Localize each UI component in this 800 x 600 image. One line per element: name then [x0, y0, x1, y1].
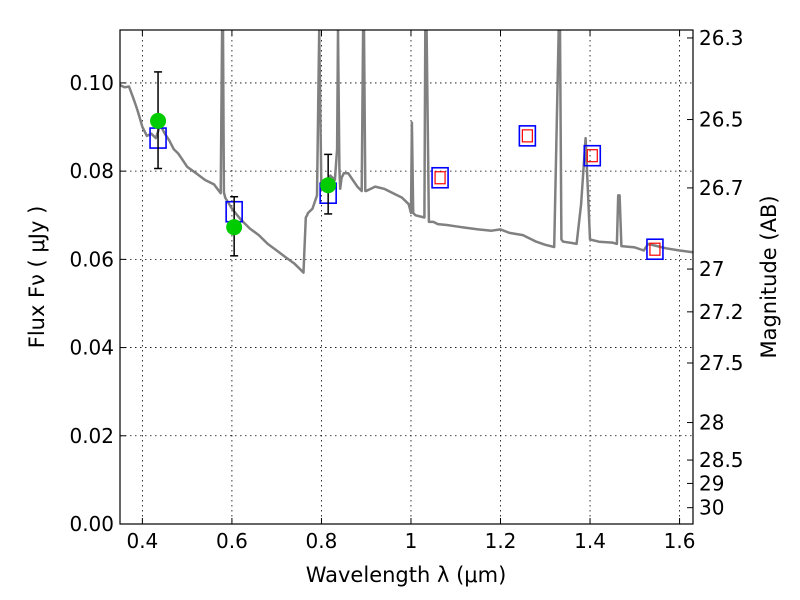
- y-tick-label: 0.06: [69, 247, 114, 271]
- right-tick-label: 26.3: [699, 26, 744, 50]
- x-tick-label: 0.8: [306, 529, 338, 553]
- inner-square-point: [649, 242, 661, 256]
- right-tick-label: 29: [699, 471, 724, 495]
- observed-point: [226, 219, 243, 236]
- x-tick-label: 1.4: [574, 529, 606, 553]
- x-tick-label: 1: [405, 529, 418, 553]
- y-tick-label: 0.00: [69, 512, 114, 536]
- x-tick-label: 0.6: [216, 529, 248, 553]
- y-tick-label: 0.04: [69, 336, 114, 360]
- model-square-point: [431, 166, 449, 189]
- right-tick-label: 26.5: [699, 108, 744, 132]
- plot-frame: [119, 29, 694, 525]
- x-axis-label: Wavelength λ (μm): [306, 563, 507, 587]
- observed-point: [150, 112, 167, 129]
- right-tick-label: 27.2: [699, 300, 744, 324]
- inner-square-point: [586, 149, 598, 163]
- y-tick-label: 0.10: [69, 71, 114, 95]
- x-tick-label: 1.6: [664, 529, 696, 553]
- model-spectrum-line: [120, 30, 693, 274]
- model-square-point: [518, 125, 537, 147]
- right-tick-label: 28.5: [699, 448, 744, 472]
- model-square-point: [646, 238, 664, 261]
- model-square-point: [583, 144, 602, 167]
- inner-square-point: [521, 129, 533, 143]
- observed-point: [320, 177, 337, 194]
- y-axis-label: Flux Fν ( μJy ): [25, 206, 49, 349]
- inner-square-point: [434, 171, 446, 185]
- axis-ticks: 0.4 0.6 0.8 1 1.2 1.4 1.6 0.00 0.02 0.04 0.06 0.08 0…: [69, 26, 743, 553]
- right-tick-label: 27: [699, 257, 724, 281]
- x-tick-label: 0.4: [126, 529, 158, 553]
- right-tick-label: 30: [699, 496, 724, 520]
- y-tick-label: 0.02: [69, 424, 114, 448]
- right-tick-label: 26.7: [699, 176, 744, 200]
- plot-area: [120, 30, 693, 274]
- y-tick-label: 0.08: [69, 159, 114, 183]
- right-tick-label: 28: [699, 411, 724, 435]
- right-axis-label: Magnitude (AB): [757, 195, 781, 358]
- right-tick-label: 27.5: [699, 351, 744, 375]
- grid-lines: [120, 30, 693, 524]
- x-tick-label: 1.2: [485, 529, 517, 553]
